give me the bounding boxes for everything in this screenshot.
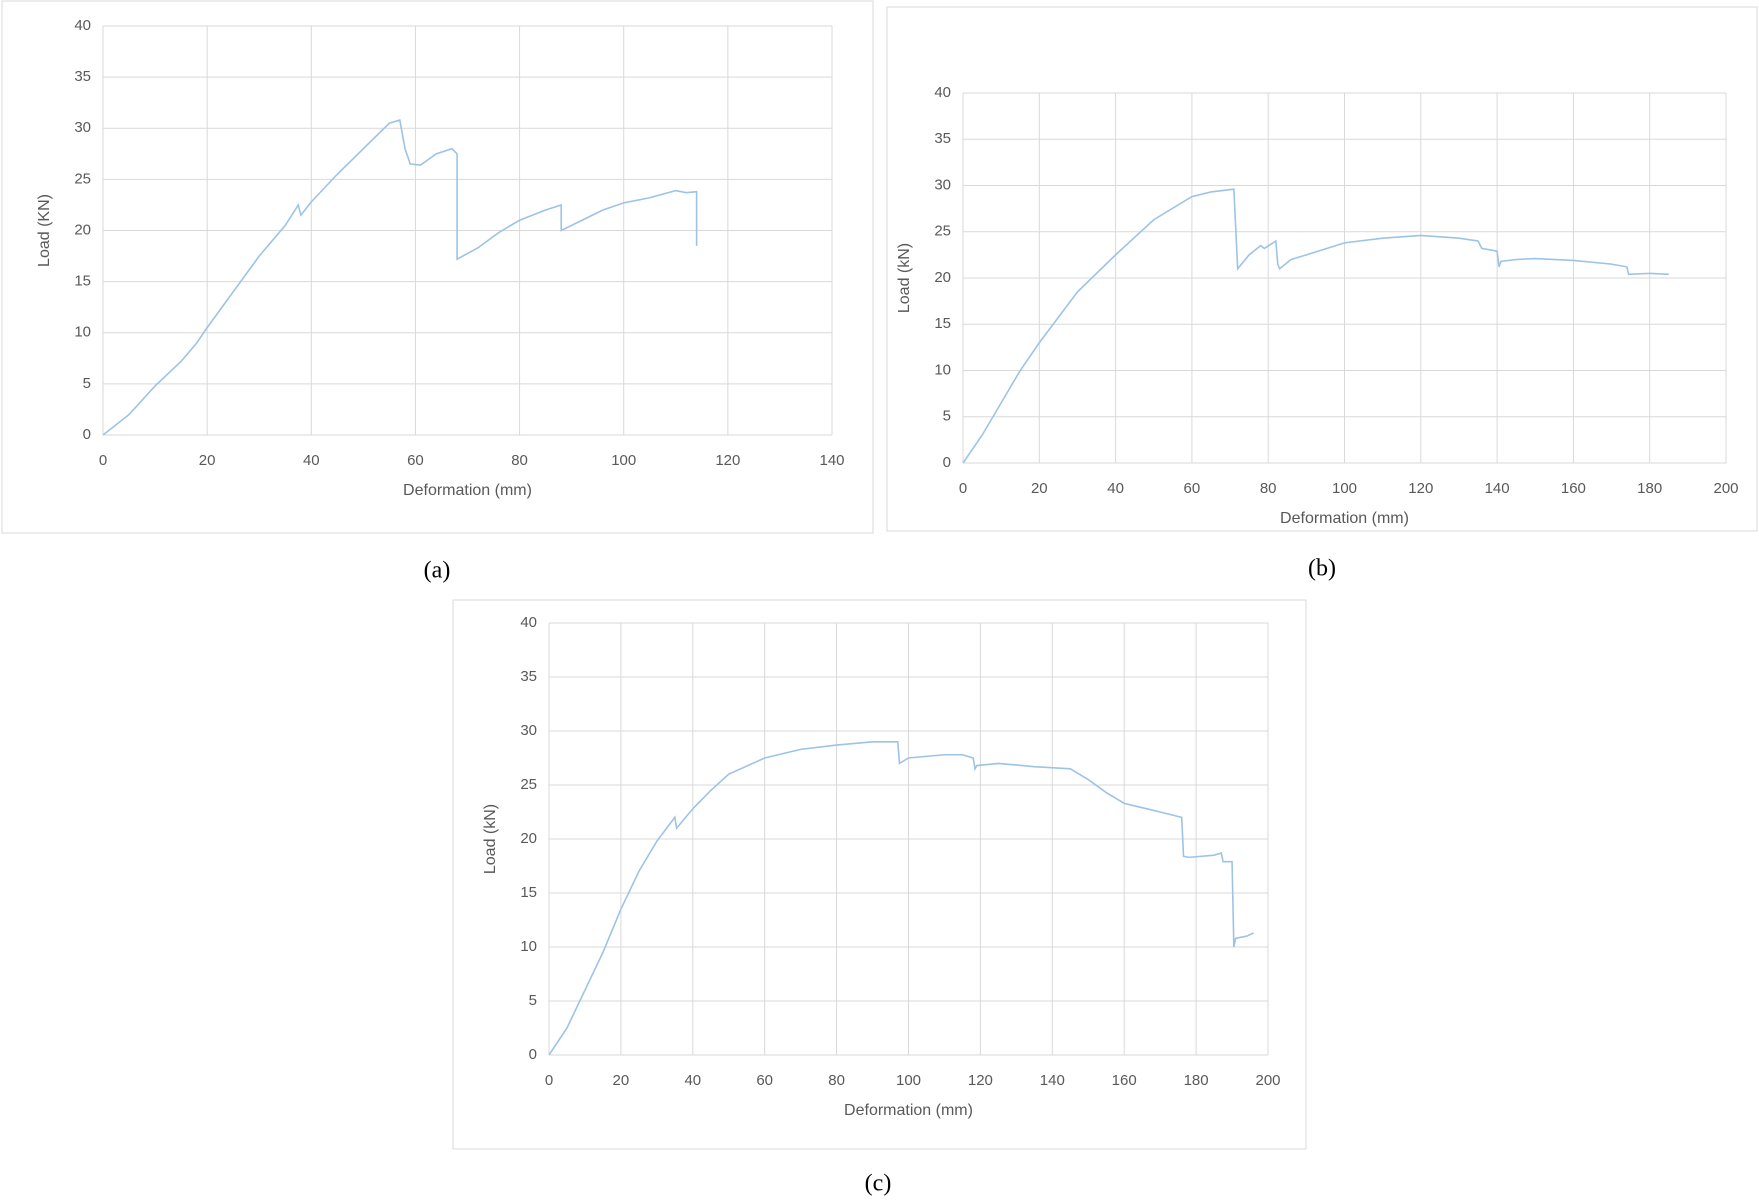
x-tick-label: 180 — [1637, 480, 1662, 497]
y-tick-label: 15 — [74, 273, 91, 290]
x-tick-label: 120 — [1408, 480, 1433, 497]
y-axis-label: Load (kN) — [896, 243, 913, 313]
chart-frame — [452, 599, 1307, 1150]
x-tick-label: 80 — [511, 452, 528, 469]
y-tick-label: 25 — [74, 170, 91, 187]
y-tick-label: 20 — [934, 269, 951, 286]
y-tick-label: 0 — [529, 1046, 537, 1063]
x-tick-label: 120 — [715, 452, 740, 469]
x-tick-label: 40 — [303, 452, 320, 469]
x-tick-label: 120 — [968, 1072, 993, 1089]
y-tick-label: 15 — [934, 315, 951, 332]
y-tick-label: 40 — [74, 17, 91, 34]
y-tick-label: 40 — [520, 614, 537, 631]
x-axis-label: Deformation (mm) — [1280, 510, 1409, 527]
y-tick-label: 10 — [934, 361, 951, 378]
x-axis-label: Deformation (mm) — [844, 1102, 973, 1119]
x-axis-label: Deformation (mm) — [403, 482, 532, 499]
x-tick-label: 40 — [684, 1072, 701, 1089]
y-tick-label: 35 — [520, 668, 537, 685]
y-tick-label: 25 — [520, 776, 537, 793]
x-tick-label: 20 — [1031, 480, 1048, 497]
caption: (c) — [865, 1171, 892, 1197]
x-tick-label: 100 — [1332, 480, 1357, 497]
x-tick-label: 20 — [613, 1072, 630, 1089]
y-tick-label: 10 — [520, 938, 537, 955]
y-tick-label: 0 — [83, 426, 91, 443]
x-tick-label: 60 — [1184, 480, 1201, 497]
y-tick-label: 20 — [520, 830, 537, 847]
chart-frame — [1, 0, 874, 534]
x-tick-label: 180 — [1184, 1072, 1209, 1089]
y-tick-label: 30 — [520, 722, 537, 739]
chart-frame — [886, 6, 1758, 532]
y-axis-label: Load (KN) — [36, 194, 53, 267]
y-tick-label: 30 — [74, 119, 91, 136]
y-tick-label: 20 — [74, 221, 91, 238]
y-tick-label: 40 — [934, 84, 951, 101]
x-tick-label: 200 — [1713, 480, 1738, 497]
y-tick-label: 35 — [934, 130, 951, 147]
y-tick-label: 5 — [83, 375, 91, 392]
x-tick-label: 20 — [199, 452, 216, 469]
y-axis-label: Load (kN) — [482, 804, 499, 874]
data-line — [548, 741, 1254, 1056]
y-tick-label: 30 — [934, 176, 951, 193]
caption: (b) — [1308, 556, 1336, 582]
x-tick-label: 160 — [1112, 1072, 1137, 1089]
y-tick-label: 35 — [74, 68, 91, 85]
caption: (a) — [424, 558, 451, 584]
x-tick-label: 0 — [545, 1072, 553, 1089]
x-tick-label: 80 — [1260, 480, 1277, 497]
x-tick-label: 40 — [1107, 480, 1124, 497]
x-tick-label: 0 — [99, 452, 107, 469]
x-tick-label: 140 — [819, 452, 844, 469]
y-tick-label: 10 — [74, 324, 91, 341]
y-tick-label: 5 — [943, 408, 951, 425]
data-line — [962, 188, 1669, 464]
x-tick-label: 200 — [1255, 1072, 1280, 1089]
x-tick-label: 80 — [828, 1072, 845, 1089]
y-tick-label: 15 — [520, 884, 537, 901]
x-tick-label: 60 — [407, 452, 424, 469]
x-tick-label: 100 — [896, 1072, 921, 1089]
x-tick-label: 60 — [756, 1072, 773, 1089]
x-tick-label: 0 — [959, 480, 967, 497]
y-tick-label: 25 — [934, 223, 951, 240]
y-tick-label: 0 — [943, 454, 951, 471]
x-tick-label: 140 — [1040, 1072, 1065, 1089]
x-tick-label: 100 — [611, 452, 636, 469]
x-tick-label: 140 — [1485, 480, 1510, 497]
data-line — [102, 119, 698, 436]
x-tick-label: 160 — [1561, 480, 1586, 497]
y-tick-label: 5 — [529, 992, 537, 1009]
